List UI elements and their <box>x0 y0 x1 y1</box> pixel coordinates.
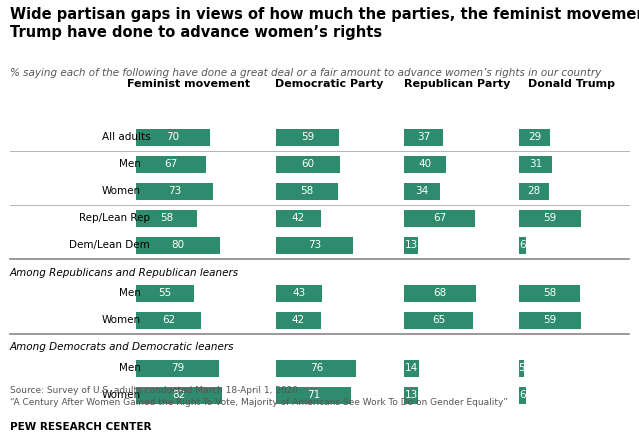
Text: 42: 42 <box>292 214 305 223</box>
Text: 67: 67 <box>164 160 178 169</box>
Text: 13: 13 <box>404 391 418 400</box>
Text: Among Republicans and Republican leaners: Among Republicans and Republican leaners <box>10 268 239 277</box>
Text: % saying each of the following have done a great deal or a fair amount to advanc: % saying each of the following have done… <box>10 68 601 78</box>
Text: 59: 59 <box>301 133 314 142</box>
Text: Wide partisan gaps in views of how much the parties, the feminist movement and
T: Wide partisan gaps in views of how much … <box>10 7 639 40</box>
Text: PEW RESEARCH CENTER: PEW RESEARCH CENTER <box>10 422 151 432</box>
Text: 67: 67 <box>433 214 446 223</box>
Text: 31: 31 <box>529 160 542 169</box>
Text: 42: 42 <box>292 316 305 325</box>
Text: Democratic Party: Democratic Party <box>275 79 383 89</box>
Text: 80: 80 <box>171 241 185 250</box>
Text: 59: 59 <box>544 214 557 223</box>
Text: 43: 43 <box>293 289 305 298</box>
Text: Republican Party: Republican Party <box>404 79 510 89</box>
Text: Feminist movement: Feminist movement <box>127 79 250 89</box>
Text: Among Democrats and Democratic leaners: Among Democrats and Democratic leaners <box>10 343 234 352</box>
Text: Men: Men <box>119 160 141 169</box>
Text: 29: 29 <box>528 133 541 142</box>
Text: 59: 59 <box>544 316 557 325</box>
Text: 55: 55 <box>158 289 171 298</box>
Text: 13: 13 <box>404 241 418 250</box>
Text: 70: 70 <box>166 133 180 142</box>
Text: 76: 76 <box>310 364 323 373</box>
Text: 68: 68 <box>433 289 447 298</box>
Text: Women: Women <box>102 187 141 196</box>
Text: 28: 28 <box>527 187 541 196</box>
Text: Men: Men <box>119 289 141 298</box>
Text: All adults: All adults <box>102 133 150 142</box>
Text: 58: 58 <box>160 214 173 223</box>
Text: 40: 40 <box>419 160 432 169</box>
Text: 34: 34 <box>415 187 429 196</box>
Text: 58: 58 <box>300 187 314 196</box>
Text: 65: 65 <box>432 316 445 325</box>
Text: Women: Women <box>102 316 141 325</box>
Text: 82: 82 <box>173 391 186 400</box>
Text: 5: 5 <box>518 364 525 373</box>
Text: 79: 79 <box>171 364 184 373</box>
Text: Rep/Lean Rep: Rep/Lean Rep <box>79 214 150 223</box>
Text: 6: 6 <box>519 241 526 250</box>
Text: Women: Women <box>102 391 141 400</box>
Text: 71: 71 <box>307 391 320 400</box>
Text: 73: 73 <box>167 187 181 196</box>
Text: 60: 60 <box>302 160 314 169</box>
Text: 37: 37 <box>417 133 430 142</box>
Text: 6: 6 <box>519 391 526 400</box>
Text: 73: 73 <box>308 241 321 250</box>
Text: 14: 14 <box>405 364 418 373</box>
Text: Donald Trump: Donald Trump <box>528 79 615 89</box>
Text: Men: Men <box>119 364 141 373</box>
Text: 58: 58 <box>543 289 557 298</box>
Text: Source: Survey of U.S. adults conducted March 18-April 1, 2020.
“A Century After: Source: Survey of U.S. adults conducted … <box>10 386 507 407</box>
Text: Dem/Lean Dem: Dem/Lean Dem <box>70 241 150 250</box>
Text: 62: 62 <box>162 316 175 325</box>
